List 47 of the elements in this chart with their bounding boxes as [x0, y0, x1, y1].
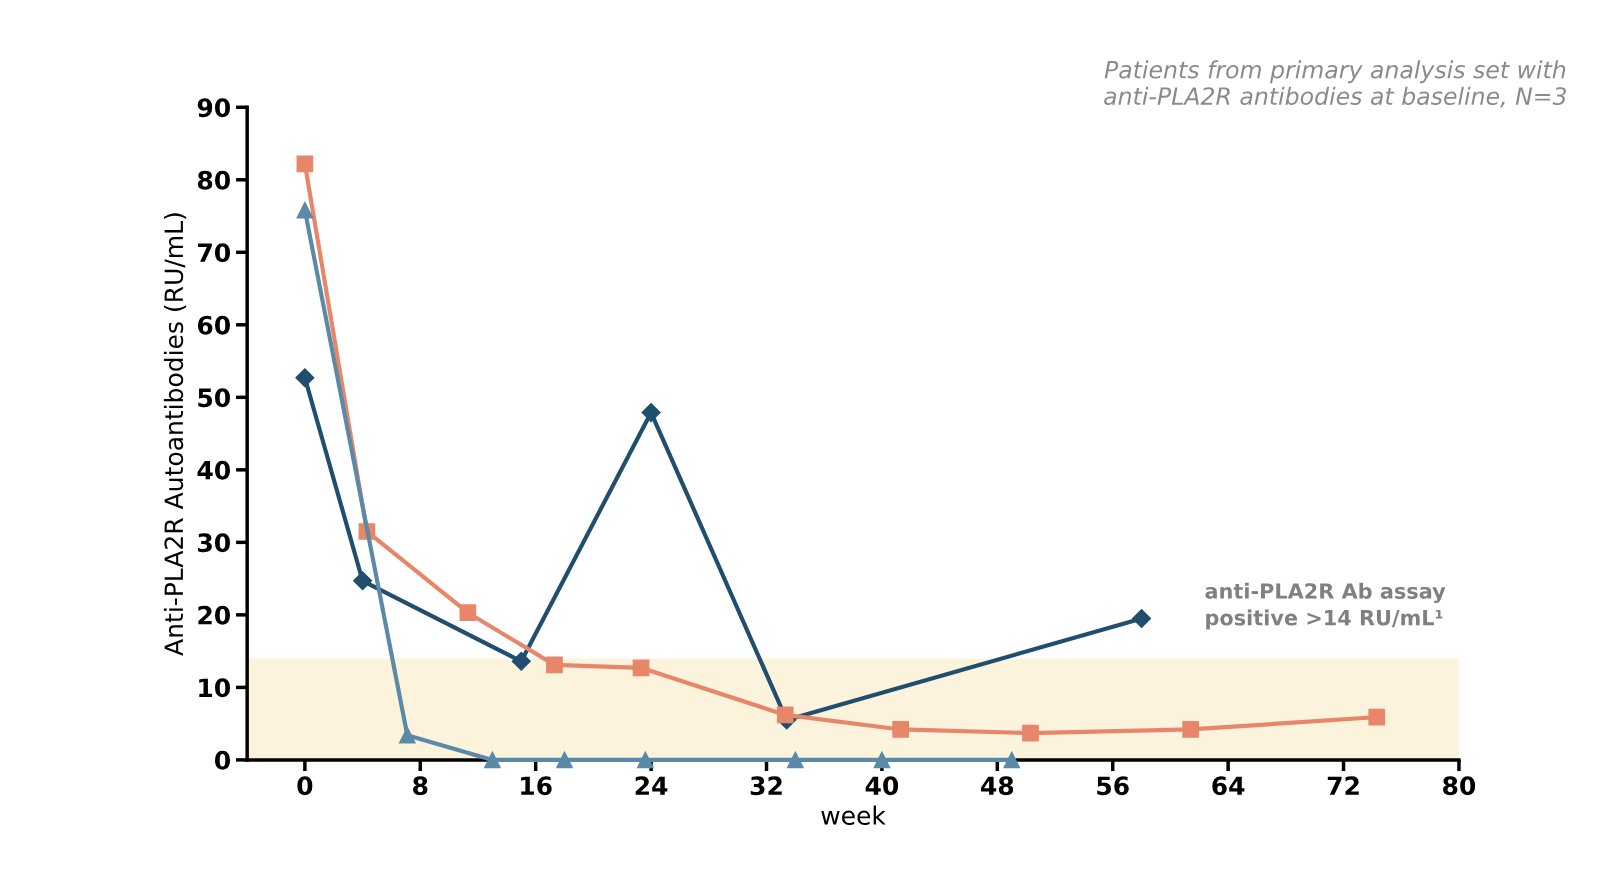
- point: [556, 751, 573, 769]
- x-tick-label: 80: [1443, 776, 1476, 796]
- y-tick-label: 40: [197, 460, 230, 480]
- point: [296, 155, 314, 173]
- point: [641, 403, 661, 423]
- point: [636, 751, 654, 769]
- y-tick-label: 30: [198, 533, 230, 553]
- x-tick-label: 40: [865, 776, 899, 796]
- point: [353, 571, 373, 591]
- point: [1003, 751, 1021, 769]
- x-tick-label: 32: [750, 776, 782, 796]
- point: [295, 368, 315, 388]
- y-tick-label: 0: [215, 750, 230, 770]
- point: [546, 656, 563, 674]
- annotation: Patients from primary analysis set with anti-PLA2R antibodies at baseline, N=3: [1104, 60, 1567, 108]
- x-axis-title: week: [821, 805, 886, 825]
- y-tick-label: 90: [197, 98, 230, 118]
- x-tick-label: 64: [1212, 776, 1245, 796]
- y-tick-label: 80: [197, 170, 230, 190]
- point: [511, 651, 531, 671]
- x-tick-label: 16: [521, 776, 552, 796]
- point: [873, 751, 891, 769]
- band-label: anti-PLA2R Ab assay positive >14 RU/mL¹: [1205, 582, 1446, 630]
- y-tick-label: 50: [198, 388, 230, 408]
- point: [459, 604, 477, 622]
- x-tick-label: 48: [981, 776, 1014, 796]
- y-tick-label: 60: [197, 315, 230, 335]
- point: [398, 726, 416, 744]
- x-tick-label: 8: [413, 776, 428, 796]
- point: [787, 751, 804, 769]
- point: [1368, 708, 1386, 726]
- y-axis-title: Anti-PLA2R Autoantibodies (RU/mL): [163, 213, 187, 656]
- x-tick-label: 24: [635, 776, 668, 795]
- y-tick-label: 20: [198, 605, 230, 625]
- point: [1182, 721, 1199, 738]
- point: [1132, 608, 1152, 629]
- point: [892, 721, 909, 738]
- y-tick-label: 70: [198, 243, 230, 263]
- x-tick-label: 0: [297, 776, 313, 796]
- point: [776, 706, 794, 724]
- x-tick-label: 72: [1327, 776, 1359, 795]
- y-tick-label: 10: [199, 678, 230, 698]
- point: [1022, 724, 1039, 742]
- x-tick-label: 56: [1097, 776, 1129, 796]
- point: [632, 659, 650, 677]
- point: [296, 201, 314, 219]
- point: [484, 751, 501, 769]
